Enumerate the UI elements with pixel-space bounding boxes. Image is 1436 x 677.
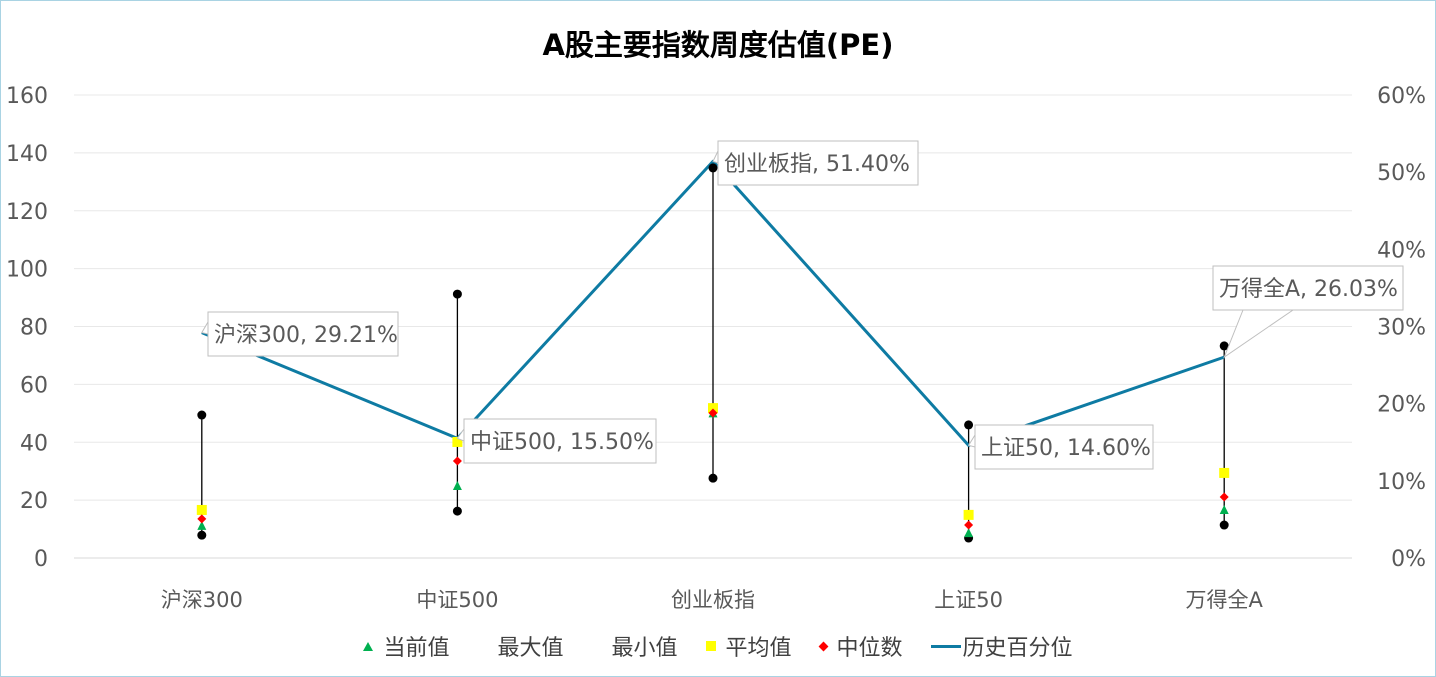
right-axis-tick: 10%	[1377, 470, 1426, 495]
median-marker	[1219, 492, 1229, 502]
current-marker	[1219, 504, 1229, 514]
right-axis-tick: 60%	[1377, 84, 1426, 109]
current-marker	[964, 528, 974, 538]
legend-item[interactable]: 中位数	[818, 630, 903, 662]
legend-label: 最小值	[611, 636, 678, 661]
x-axis-category: 上证50	[934, 588, 1003, 612]
legend-swatch-icon	[363, 641, 374, 651]
left-axis-tick: 0	[34, 547, 48, 572]
legend-swatch-icon	[930, 644, 961, 648]
data-label-text: 中证500, 15.50%	[470, 430, 654, 455]
legend-label: 最大值	[497, 636, 564, 661]
data-label-callout: 沪深300, 29.21%	[201, 311, 399, 357]
data-label-callout: 上证50, 14.60%	[967, 424, 1154, 470]
median-marker	[452, 456, 462, 466]
data-label-text: 万得全A, 26.03%	[1219, 277, 1398, 302]
median-marker	[708, 408, 718, 418]
max-marker	[452, 289, 462, 299]
x-axis-category: 中证500	[416, 588, 498, 612]
average-marker	[708, 403, 718, 414]
chart-legend: 当前值 最大值 最小值 平均值 中位数 历史百分位	[0, 630, 1436, 662]
legend-item[interactable]: 历史百分位	[930, 630, 1073, 662]
data-label-callout: 创业板指, 51.40%	[712, 140, 919, 186]
legend-label: 平均值	[725, 636, 792, 661]
min-marker	[197, 530, 207, 540]
current-marker	[197, 520, 207, 530]
left-axis-tick: 40	[20, 431, 48, 456]
average-marker	[963, 509, 974, 520]
x-axis-category: 沪深300	[161, 588, 243, 612]
average-marker	[452, 436, 463, 447]
max-marker	[964, 420, 974, 430]
data-label-callout: 中证500, 15.50%	[456, 418, 657, 464]
current-marker	[452, 480, 462, 490]
legend-swatch-icon	[591, 641, 601, 651]
legend-label: 中位数	[836, 636, 903, 661]
min-marker	[1219, 520, 1229, 530]
legend-swatch-icon	[705, 641, 716, 651]
legend-item[interactable]: 最小值	[591, 630, 677, 662]
right-axis-tick: 0%	[1391, 547, 1426, 572]
max-marker	[1219, 341, 1229, 351]
legend-swatch-icon	[477, 641, 487, 651]
average-marker	[196, 504, 207, 515]
right-axis-tick: 30%	[1377, 316, 1426, 341]
data-label-text: 创业板指, 51.40%	[724, 152, 910, 177]
legend-label: 当前值	[383, 636, 450, 661]
right-axis-tick: 50%	[1377, 161, 1426, 186]
min-marker	[708, 473, 718, 483]
left-axis-tick: 120	[6, 200, 48, 225]
left-axis-tick: 100	[6, 258, 48, 283]
min-marker	[452, 506, 462, 516]
left-axis-tick: 160	[6, 84, 48, 109]
right-axis-tick: 20%	[1377, 393, 1426, 418]
right-axis-tick: 40%	[1377, 238, 1426, 263]
left-axis-tick: 60	[20, 373, 48, 398]
data-label-callout: 万得全A, 26.03%	[1212, 265, 1404, 359]
legend-swatch-icon	[818, 641, 828, 651]
x-axis-category: 万得全A	[1186, 588, 1264, 612]
average-marker	[1219, 467, 1230, 478]
left-axis-tick: 140	[6, 142, 48, 167]
legend-item[interactable]: 平均值	[705, 630, 792, 662]
legend-item[interactable]: 最大值	[477, 630, 563, 662]
chart-title: A股主要指数周度估值(PE)	[542, 28, 894, 62]
median-marker	[197, 514, 207, 524]
max-marker	[708, 163, 718, 173]
median-marker	[964, 520, 974, 530]
max-marker	[197, 410, 207, 420]
left-axis-tick: 20	[20, 489, 48, 514]
x-axis-category: 创业板指	[671, 588, 755, 612]
left-axis-tick: 80	[20, 316, 48, 341]
data-label-text: 沪深300, 29.21%	[214, 323, 398, 348]
data-label-text: 上证50, 14.60%	[981, 436, 1151, 461]
legend-item[interactable]: 当前值	[363, 630, 449, 662]
legend-label: 历史百分位	[962, 636, 1073, 661]
